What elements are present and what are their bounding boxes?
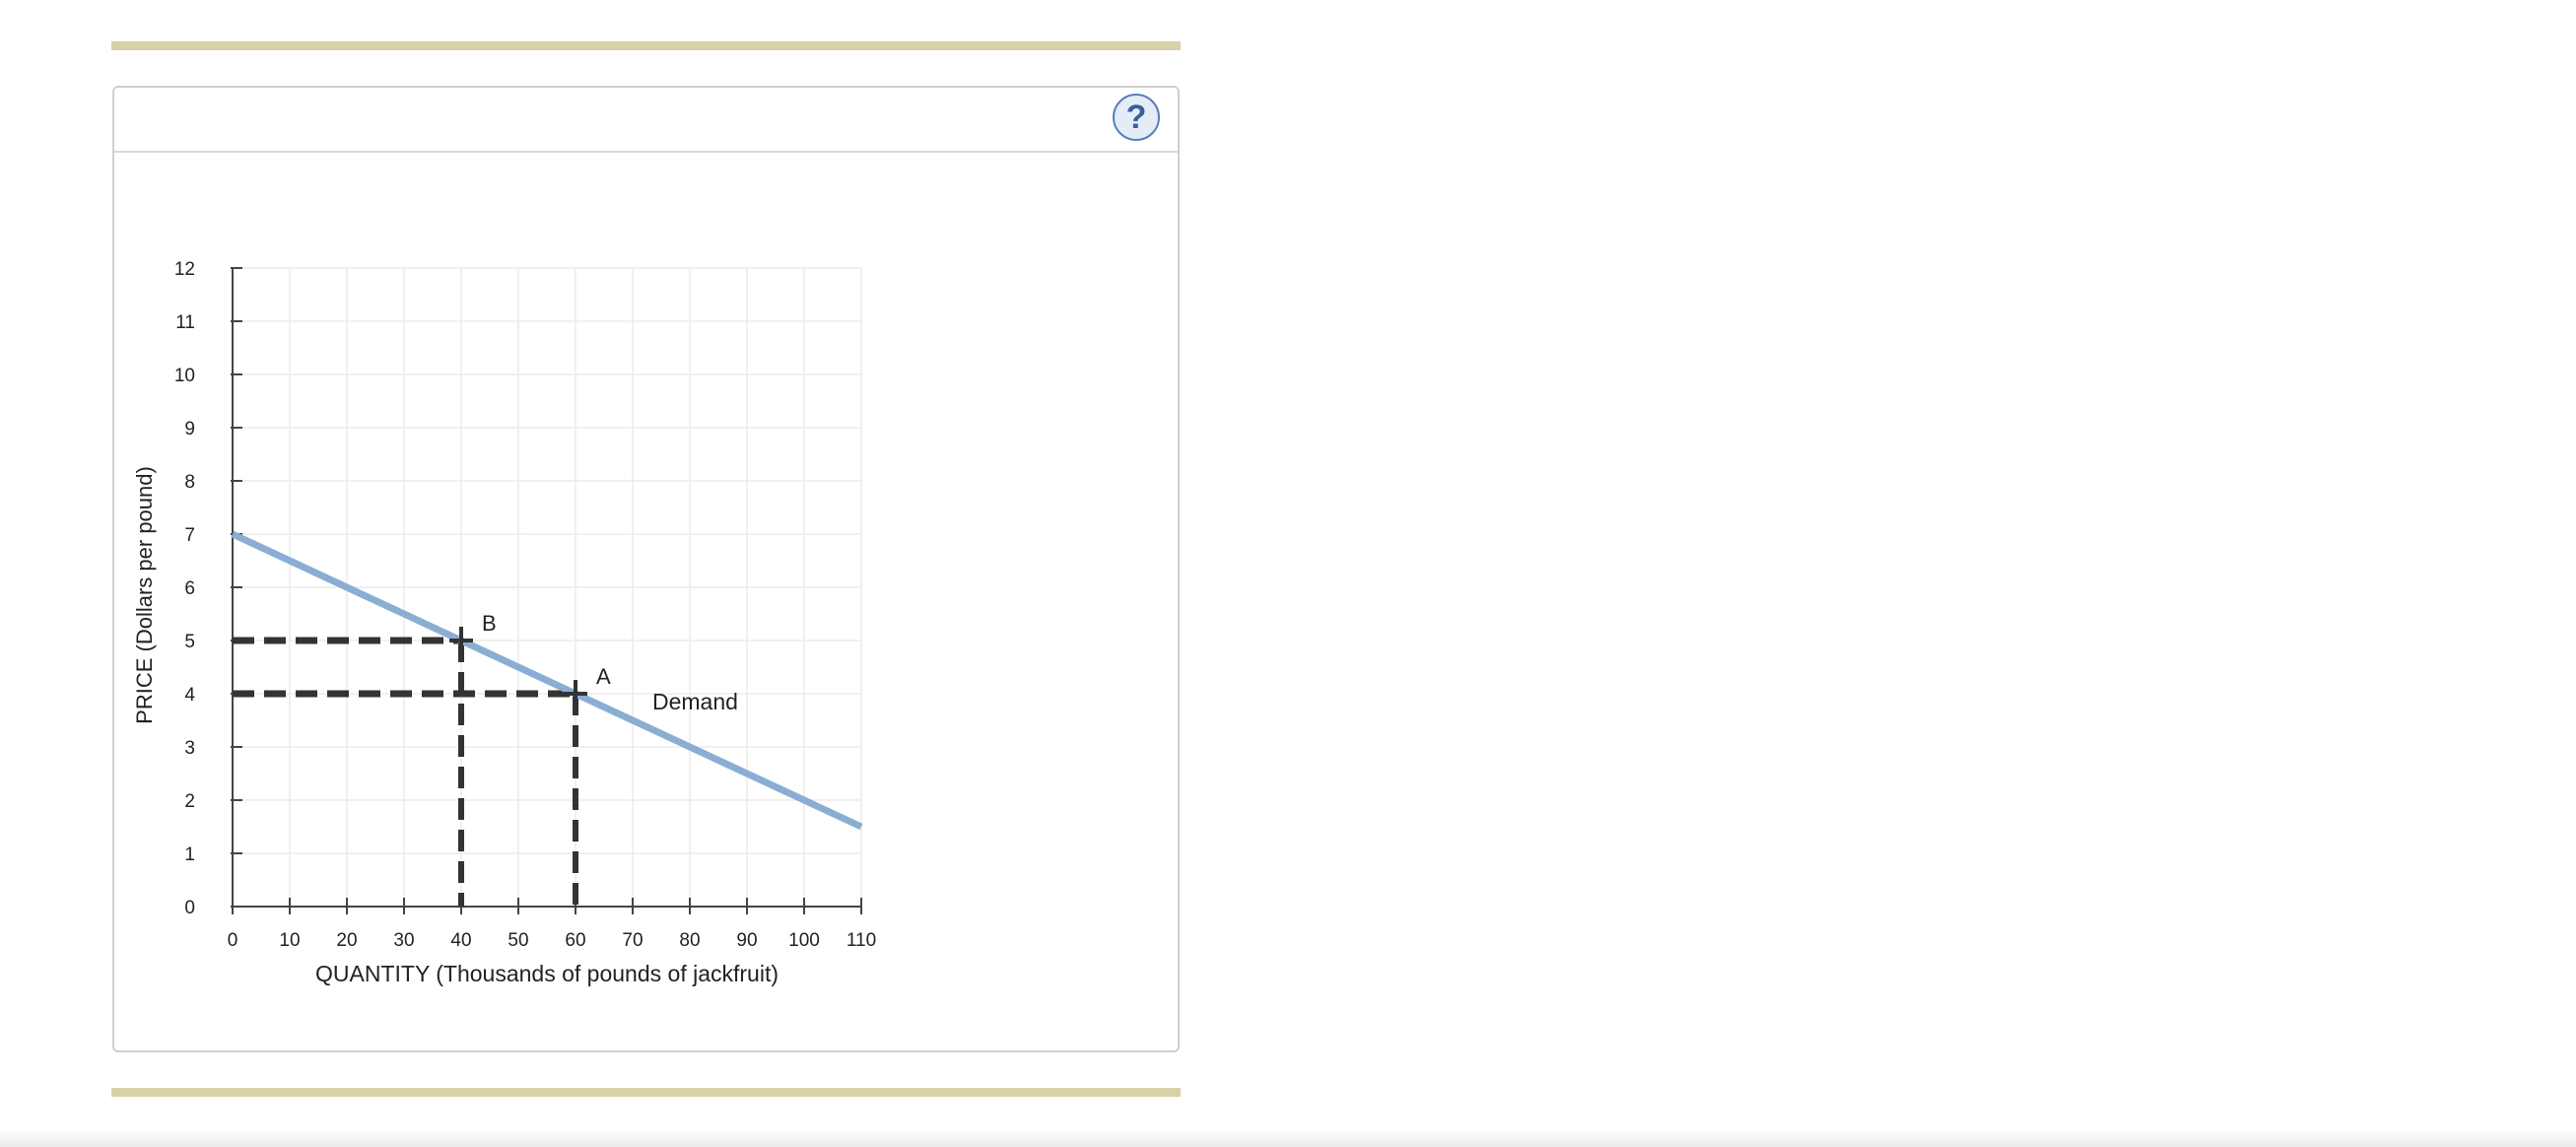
dashed-guides [233,637,578,907]
help-question-icon[interactable]: ? [1113,94,1160,141]
x-tick-label-110: 110 [847,930,876,951]
point-label-A: A [596,664,611,689]
y-tick-label-5: 5 [184,632,195,652]
y-tick-label-4: 4 [184,685,195,706]
chart-grid [233,267,862,907]
series-label-demand: Demand [652,689,738,714]
y-tick-label-12: 12 [174,259,195,280]
point-label-B: B [482,611,497,636]
y-tick-label-7: 7 [184,525,195,546]
y-axis-label: PRICE (Dollars per pound) [132,466,157,724]
y-tick-label-8: 8 [184,472,195,493]
y-tick-label-11: 11 [175,312,195,333]
bottom-rule [111,1088,1181,1097]
y-tick-label-3: 3 [184,738,195,759]
x-tick-label-60: 60 [565,930,585,951]
x-tick-label-0: 0 [228,930,238,951]
x-tick-label-100: 100 [788,930,820,951]
x-tick-label-30: 30 [393,930,414,951]
y-tick-label-1: 1 [184,844,195,865]
series-line-demand [231,530,863,831]
x-tick-label-70: 70 [622,930,643,951]
y-tick-label-9: 9 [184,419,195,439]
top-rule [111,41,1181,50]
x-tick-label-50: 50 [508,930,528,951]
x-tick-label-90: 90 [736,930,757,951]
x-tick-label-20: 20 [336,930,357,951]
x-tick-label-80: 80 [679,930,700,951]
y-tick-label-0: 0 [184,898,195,918]
y-tick-label-6: 6 [184,578,195,599]
chart-points: BA [449,611,611,708]
chart-axes [231,267,862,914]
chart-series: Demand [231,530,863,831]
bottom-shade [0,1129,2576,1147]
y-tick-label-2: 2 [184,791,195,812]
x-tick-label-10: 10 [279,930,300,951]
x-axis-label: QUANTITY (Thousands of pounds of jackfru… [315,961,779,986]
panel-header [114,88,1178,153]
x-tick-label-40: 40 [450,930,471,951]
y-tick-label-10: 10 [174,366,195,386]
